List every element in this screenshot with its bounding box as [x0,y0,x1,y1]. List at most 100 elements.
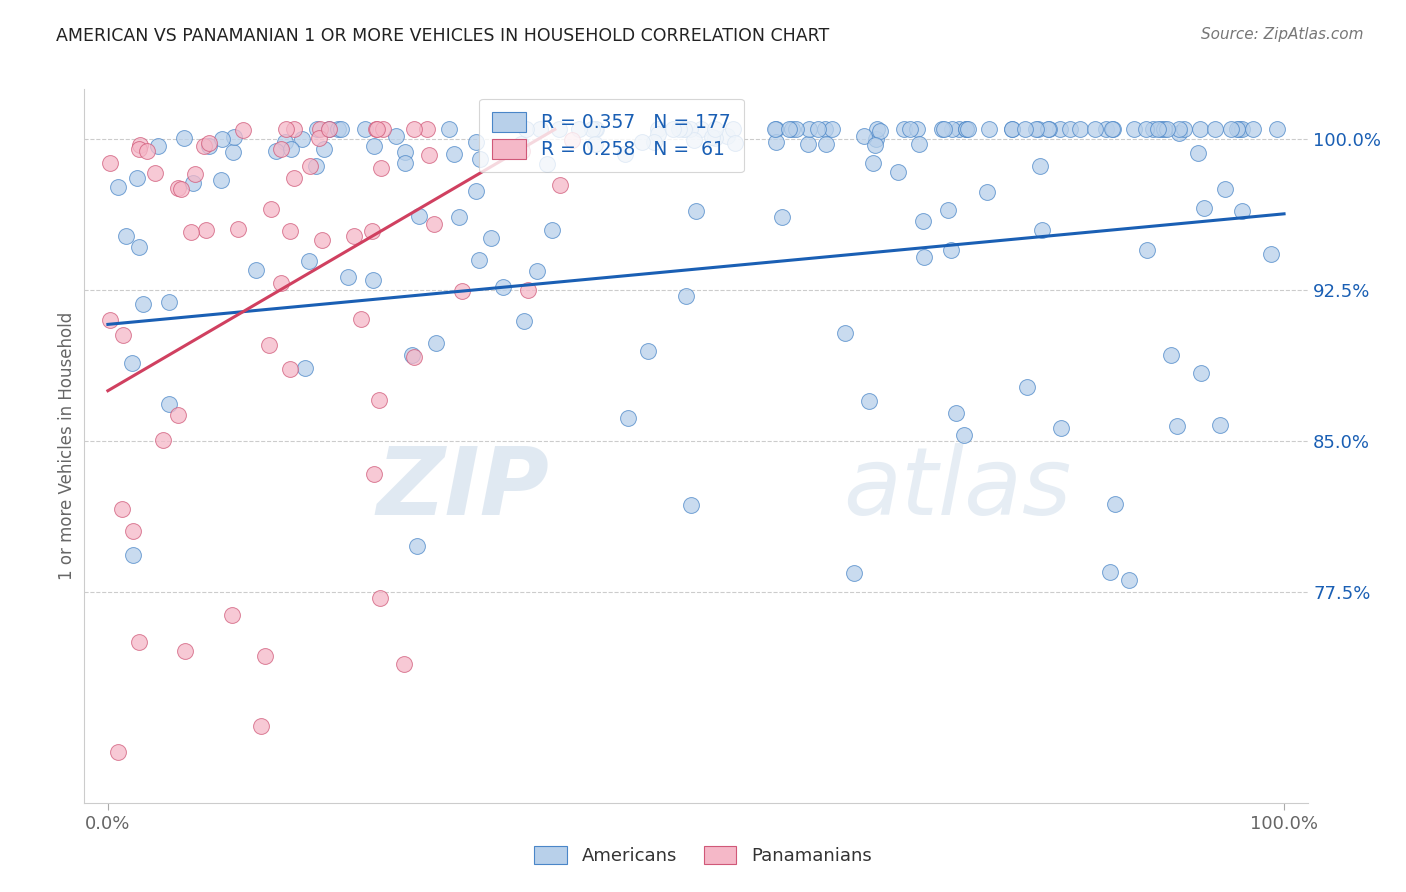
Point [211,132,233,146]
Point [1204,122,1226,136]
Point [465,135,488,149]
Point [418,147,440,161]
Point [955,122,977,136]
Point [354,122,377,136]
Point [721,122,744,136]
Point [703,122,725,136]
Point [416,122,439,136]
Point [842,566,865,580]
Point [631,135,654,149]
Point [364,122,387,136]
Point [815,137,838,152]
Point [98,155,121,169]
Point [318,122,340,136]
Point [318,122,340,136]
Point [423,217,446,231]
Point [865,131,887,145]
Point [250,719,273,733]
Point [166,181,188,195]
Point [425,335,447,350]
Point [780,122,803,136]
Point [128,635,150,649]
Point [953,428,976,442]
Point [291,132,314,146]
Point [540,223,562,237]
Point [976,185,998,199]
Point [1025,122,1047,136]
Point [107,180,129,194]
Point [1156,122,1178,136]
Text: ZIP: ZIP [377,442,550,535]
Point [401,348,423,362]
Point [863,138,886,153]
Point [1101,122,1123,136]
Point [1219,122,1241,136]
Point [510,144,533,158]
Point [568,122,591,136]
Point [394,155,416,169]
Point [136,145,159,159]
Point [468,153,491,167]
Point [977,122,1000,136]
Point [1031,223,1053,237]
Point [679,122,702,136]
Point [305,159,328,173]
Point [1189,366,1212,380]
Point [672,122,695,136]
Point [371,122,394,136]
Point [700,129,723,144]
Point [581,122,603,136]
Point [1095,122,1118,136]
Point [548,178,571,192]
Point [852,128,875,143]
Point [311,233,333,247]
Point [298,254,321,268]
Point [814,122,837,136]
Point [121,355,143,369]
Point [526,264,548,278]
Point [350,311,373,326]
Point [174,643,197,657]
Point [939,243,962,257]
Point [1188,122,1211,136]
Legend: Americans, Panamanians: Americans, Panamanians [526,837,880,874]
Point [307,122,329,136]
Point [152,433,174,447]
Point [647,122,669,136]
Point [194,223,217,237]
Point [330,122,353,136]
Point [1099,565,1122,579]
Point [834,326,856,341]
Point [1049,122,1071,136]
Point [385,128,408,143]
Point [513,313,536,327]
Point [763,122,786,136]
Point [1014,122,1036,136]
Point [283,170,305,185]
Point [1153,122,1175,136]
Point [259,202,281,217]
Point [905,122,928,136]
Point [1142,122,1164,136]
Point [224,130,246,145]
Point [1083,122,1105,136]
Point [955,122,977,136]
Point [166,408,188,422]
Point [363,467,385,481]
Point [114,229,136,244]
Point [1038,122,1060,136]
Point [517,284,540,298]
Point [1226,122,1249,136]
Point [1187,145,1209,160]
Point [181,176,204,190]
Point [931,122,953,136]
Point [361,273,384,287]
Point [1029,160,1052,174]
Point [1026,122,1049,136]
Point [548,122,571,136]
Text: Source: ZipAtlas.com: Source: ZipAtlas.com [1201,27,1364,42]
Point [617,411,640,425]
Point [128,240,150,254]
Point [479,230,502,244]
Point [257,338,280,352]
